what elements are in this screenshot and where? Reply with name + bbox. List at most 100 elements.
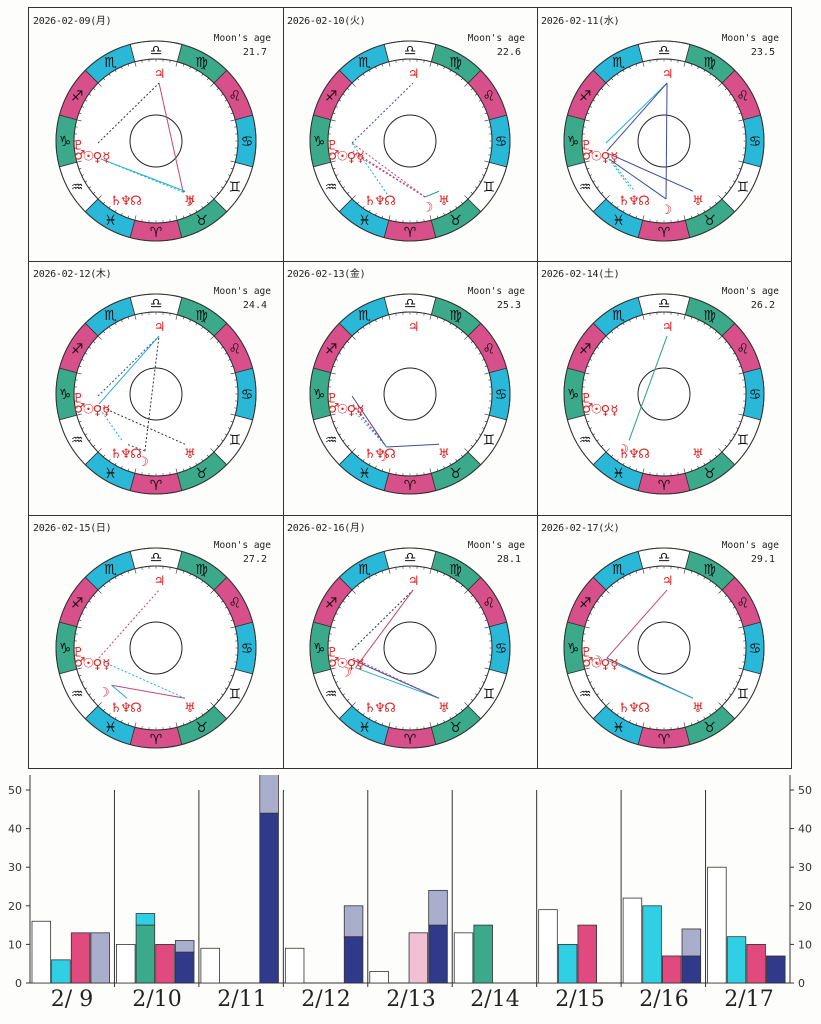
degree-tick [220,693,224,696]
planet-glyph: ♀ [93,404,103,419]
degree-tick [76,413,82,416]
planet-glyph: ♄ [110,194,122,209]
degree-tick [690,215,693,219]
planet-glyph: ☽ [591,654,603,669]
degree-tick [357,584,360,588]
planet-glyph: ♂ [328,656,340,671]
sign-glyph: ♐ [325,89,338,105]
degree-tick [362,205,365,209]
chart-panel: ♈ ♉ ♊ ♋ ♌ ♍ ♎ ♏ ♐ ♑ ♒ ♓ ☽ ♇ ♂ ☉ ♀ ☿ ♄ ♆ ☊ ♅ ♃ 2026-02-16(月) Mo… [283,515,537,768]
degree-tick [189,465,191,469]
degree-tick [201,458,204,462]
planet-glyph: ♄ [364,701,376,716]
sign-glyph: ♊ [229,433,242,449]
degree-tick [351,589,356,594]
degree-tick [589,613,593,615]
degree-tick [697,573,699,577]
degree-tick [103,584,106,588]
sign-glyph: ♍ [195,55,208,71]
degree-tick [429,468,432,474]
degree-tick [738,674,742,677]
grid-line [537,8,538,768]
sign-glyph: ♒ [579,433,592,449]
degree-tick [195,462,198,466]
bar-grey [681,928,702,957]
date-label: 2/ 9 [50,987,94,1012]
sign-glyph: ♍ [449,55,462,71]
degree-tick [189,719,191,723]
degree-tick [195,716,198,720]
degree-tick [683,61,686,67]
sign-glyph: ♋ [241,387,254,403]
bar-navy [681,955,702,984]
degree-tick [635,63,638,67]
moon-age-value: 22.6 [496,47,521,58]
degree-tick [368,576,371,580]
grid-line [29,515,791,516]
degree-tick [216,191,220,194]
moon-age-label: Moon's age [213,286,271,297]
degree-tick [592,606,596,609]
y-tick-label: 0 [15,977,22,987]
sign-glyph: ♎ [658,43,671,59]
bar-pink [746,943,766,984]
degree-tick [697,319,699,323]
degree-tick [224,433,228,436]
planet-glyph: ☉ [337,403,349,418]
degree-tick [584,372,590,375]
degree-tick [732,606,736,609]
degree-tick [127,722,130,726]
degree-tick [629,66,631,70]
bar-navy [174,951,195,984]
degree-tick [220,93,224,96]
sign-glyph: ♑ [313,387,326,403]
degree-tick [596,693,600,696]
aspect-line [351,395,387,448]
degree-tick [121,66,123,70]
y-tick-label: 50 [798,784,812,797]
planet-glyph: ♅ [692,447,704,462]
degree-tick [586,619,590,622]
bar-white [622,897,643,984]
degree-tick [97,335,102,340]
degree-tick [592,180,596,183]
planet-glyph: ♆ [120,194,132,209]
sign-glyph: ♓ [104,466,117,482]
planet-glyph: ☉ [591,403,603,418]
center-circle [383,621,437,675]
degree-tick [78,420,82,423]
degree-tick [586,365,590,368]
sign-glyph: ♍ [703,308,716,324]
degree-tick [210,195,215,200]
planet-glyph: ♇ [581,139,593,154]
sign-glyph: ♈ [658,225,671,241]
degree-tick [635,570,638,574]
panel-date: 2026-02-09(月) [33,16,112,27]
degree-tick [436,215,439,219]
sign-glyph: ♏ [104,55,117,71]
y-tick-label: 40 [798,823,812,836]
sign-glyph: ♏ [358,562,371,578]
degree-tick [611,708,614,712]
degree-tick [388,568,391,574]
degree-tick [368,209,371,213]
degree-tick [220,600,224,603]
date-label: 2/14 [470,987,520,1012]
degree-tick [227,613,231,615]
planet-glyph: ♀ [601,404,611,419]
degree-tick [718,448,723,453]
sign-glyph: ♎ [658,296,671,312]
aspect-line [355,589,414,669]
zodiac-wheel: ♈ ♉ ♊ ♋ ♌ ♍ ♎ ♏ ♐ ♑ ♒ ♓ ☽ ♇♂☉♀ ☿ ♄♆☊ ♅ ♃ [55,547,257,749]
planet-glyph: ☊ [384,701,396,716]
degree-tick [596,600,600,603]
sign-glyph: ♒ [71,180,84,196]
zodiac-wheel: ♈ ♉ ♊ ♋ ♌ ♍ ♎ ♏ ♐ ♑ ♒ ♓ ☽ ♇♂☉♀ ☿ ♄♆☊ ♅ ♃ [563,40,765,242]
degree-tick [388,215,391,221]
degree-tick [484,619,488,622]
planet-glyph: ♀ [93,151,103,166]
degree-tick [230,365,234,368]
center-circle [383,367,437,421]
degree-tick [683,215,686,221]
degree-tick [332,365,336,368]
